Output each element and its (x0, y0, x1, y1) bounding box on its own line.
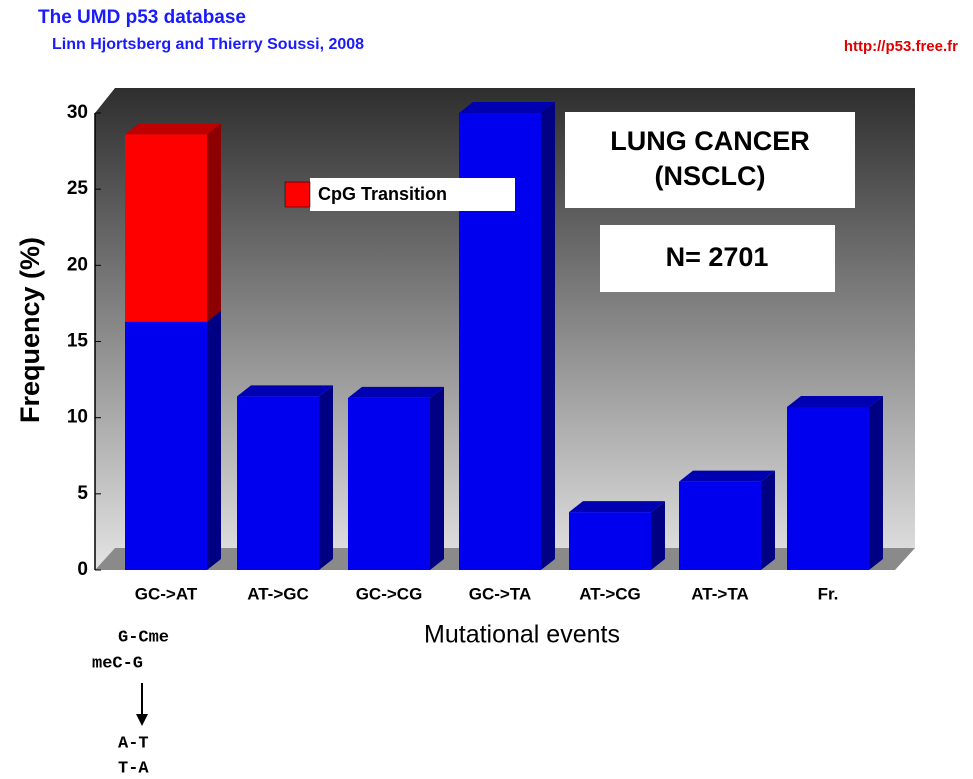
y-tick-label: 30 (67, 102, 88, 123)
bar (679, 481, 761, 570)
title: The UMD p53 database (38, 7, 246, 28)
bar-side (319, 385, 333, 570)
bar-side (430, 386, 444, 570)
bar-side (207, 123, 221, 322)
bar (237, 396, 319, 570)
x-axis-label: Mutational events (424, 621, 620, 649)
bars (125, 102, 883, 570)
x-tick-label: GC->TA (469, 584, 532, 603)
legend-label: CpG Transition (318, 184, 447, 204)
y-tick-label: 10 (67, 407, 88, 428)
bar-top (679, 470, 775, 482)
legend-box (310, 178, 515, 211)
bar (787, 407, 869, 570)
annotation-box (565, 112, 855, 208)
bar-top (787, 396, 883, 408)
bar-top (348, 386, 444, 398)
legend-swatch (284, 181, 311, 208)
bar (125, 321, 207, 570)
x-tick-label: AT->CG (579, 584, 641, 603)
y-tick-label: 0 (77, 559, 88, 580)
bar (569, 512, 651, 570)
annotation: LUNG CANCER (610, 126, 810, 156)
x-tick-label: GC->AT (135, 584, 198, 603)
x-tick-label: AT->TA (691, 584, 748, 603)
source: http://p53.free.fr (844, 38, 958, 55)
y-tick-label: 20 (67, 254, 88, 275)
annotation: (NSCLC) (655, 161, 766, 191)
note: meC-G (92, 654, 143, 673)
arrow-head (136, 714, 148, 726)
bar-top (459, 102, 555, 113)
bar-top (237, 385, 333, 397)
bar (125, 134, 207, 322)
bar-side (541, 102, 555, 570)
y-axis-label: Frequency (%) (15, 237, 45, 423)
bar-top (569, 501, 665, 513)
bar (348, 397, 430, 570)
x-tick-label: Fr. (818, 584, 839, 603)
annotation-box (600, 225, 835, 292)
bar-side (651, 501, 665, 570)
bar-side (207, 310, 221, 570)
y-tick-label: 25 (67, 178, 89, 199)
bar-top (125, 123, 221, 135)
note: G-Cme (118, 628, 169, 647)
y-tick-label: 5 (77, 483, 88, 504)
annotation: N= 2701 (666, 242, 769, 272)
y-tick-label: 15 (67, 331, 89, 352)
x-tick-label: AT->GC (247, 584, 309, 603)
note: A-T (118, 734, 149, 753)
bar-side (869, 396, 883, 570)
x-tick-label: GC->CG (356, 584, 423, 603)
bar-side (761, 470, 775, 570)
subtitle: Linn Hjortsberg and Thierry Soussi, 2008 (52, 36, 364, 53)
note: T-A (118, 759, 149, 778)
